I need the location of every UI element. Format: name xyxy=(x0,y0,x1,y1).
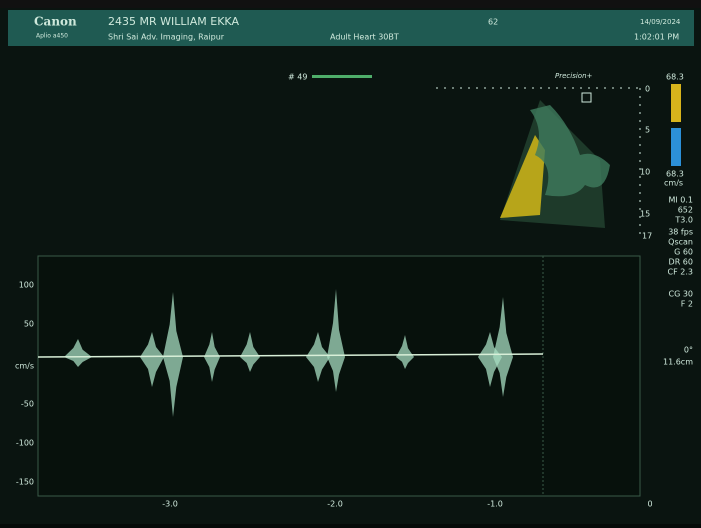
y-label: -100 xyxy=(16,439,34,448)
cbar-top: 68.3 xyxy=(666,73,684,82)
spectral-wave xyxy=(204,332,220,382)
param: CF 2.3 xyxy=(668,268,693,277)
header-bar xyxy=(8,10,694,46)
y-label: -150 xyxy=(16,478,34,487)
cbar-neg xyxy=(671,128,681,166)
model: Aplio a450 xyxy=(36,33,68,40)
marker: # 49 xyxy=(288,73,307,82)
date: 14/09/2024 xyxy=(640,18,681,26)
param: T3.0 xyxy=(674,216,693,225)
spectral-wave xyxy=(493,297,513,397)
brand: Canon xyxy=(34,15,77,29)
depth-15: 15 xyxy=(640,210,650,219)
y-label: cm/s xyxy=(15,362,34,371)
y-label: 100 xyxy=(19,281,34,290)
spectral-wave xyxy=(327,289,345,392)
param: G 60 xyxy=(674,248,693,257)
param: Qscan xyxy=(668,238,693,247)
x-label: -3.0 xyxy=(162,500,178,509)
param: 652 xyxy=(678,206,693,215)
spectral-wave xyxy=(163,292,183,417)
institution: Shri Sai Adv. Imaging, Raipur xyxy=(108,33,225,42)
spectral-wave xyxy=(140,332,164,387)
marker-bar xyxy=(312,75,372,78)
depth-10: 10 xyxy=(640,168,650,177)
spectral-wave xyxy=(396,335,414,369)
spectral-wave xyxy=(478,332,502,387)
icon xyxy=(581,92,592,103)
doppler-panel xyxy=(37,255,641,497)
spectrum xyxy=(64,289,513,417)
param: 11.6cm xyxy=(663,358,693,367)
cbar-bottom: 68.3 xyxy=(666,170,684,179)
cbar-pos xyxy=(671,84,681,122)
param: 38 fps xyxy=(668,228,693,237)
baseline xyxy=(37,353,544,358)
y-label: -50 xyxy=(21,400,34,409)
param: DR 60 xyxy=(669,258,693,267)
x-label: -2.0 xyxy=(327,500,343,509)
color-flow xyxy=(500,135,545,218)
param: 0° xyxy=(684,346,693,355)
spectral-wave xyxy=(306,332,330,382)
x-label: 0 xyxy=(647,500,652,509)
code: 62 xyxy=(488,18,498,27)
spectral-wave xyxy=(64,339,92,367)
bezel xyxy=(0,0,701,8)
param: F 2 xyxy=(681,300,693,309)
precision: Precision+ xyxy=(555,72,593,80)
depth-17: 17 xyxy=(642,232,652,241)
depth-0: 0 xyxy=(645,85,650,94)
y-labels: 100 50 cm/s -50 -100 -150 xyxy=(15,281,34,487)
x-label: -1.0 xyxy=(487,500,503,509)
preset: Adult Heart 30BT xyxy=(330,33,399,42)
param: CG 30 xyxy=(668,290,693,299)
cbar-unit: cm/s xyxy=(664,179,683,188)
param: MI 0.1 xyxy=(668,196,693,205)
patient: 2435 MR WILLIAM EKKA xyxy=(108,15,239,28)
time: 1:02:01 PM xyxy=(634,33,679,42)
y-label: 50 xyxy=(24,320,34,329)
heart xyxy=(530,105,610,197)
spectral-wave xyxy=(240,332,260,372)
x-labels: -3.0 -2.0 -1.0 0 xyxy=(162,500,652,509)
depth-5: 5 xyxy=(645,126,650,135)
